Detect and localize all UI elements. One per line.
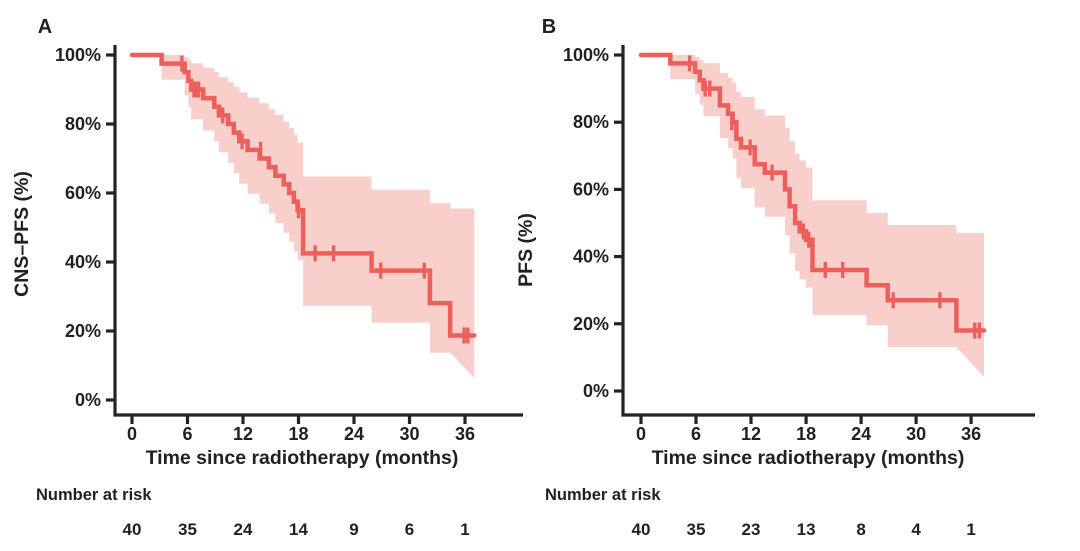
number-at-risk-label-a: Number at risk — [36, 486, 152, 504]
risk-count: 8 — [856, 520, 865, 539]
y-tick-label: 60% — [65, 183, 101, 203]
risk-count: 4 — [911, 520, 921, 539]
y-tick-label: 60% — [573, 179, 609, 199]
axes — [621, 45, 1035, 417]
x-tick-label: 18 — [796, 424, 816, 444]
y-tick-label: 20% — [573, 314, 609, 334]
y-tick-label: 40% — [65, 252, 101, 272]
number-at-risk-label-b: Number at risk — [545, 486, 661, 504]
x-tick-label: 6 — [182, 424, 192, 444]
panel-a-chart: 0% 20% 40% 60% 80% 100% 0 40 6 35 12 24 18 14 24 9 30 6 36… — [55, 45, 523, 539]
risk-count: 14 — [289, 520, 308, 539]
risk-count: 9 — [349, 520, 358, 539]
x-tick-label: 24 — [344, 424, 364, 444]
panel-b-letter: B — [542, 16, 556, 38]
y-axis-title-a: CNS–PFS (%) — [11, 171, 33, 297]
axes — [113, 45, 523, 417]
km-curve — [638, 52, 987, 333]
risk-count: 23 — [742, 520, 761, 539]
risk-count: 13 — [797, 520, 816, 539]
y-tick-label: 100% — [563, 45, 609, 65]
panel-b-chart: 0% 20% 40% 60% 80% 100% 0 40 6 35 12 23 18 13 24 8 30 4 36… — [563, 45, 1035, 539]
x-tick-label: 12 — [233, 424, 253, 444]
y-tick-label: 20% — [65, 321, 101, 341]
x-axis-title-b: Time since radiotherapy (months) — [652, 447, 965, 469]
x-tick-label: 6 — [691, 424, 701, 444]
x-tick-label: 12 — [741, 424, 761, 444]
x-tick-label: 36 — [961, 424, 981, 444]
x-tick-label: 0 — [636, 424, 646, 444]
x-tick-label: 30 — [906, 424, 926, 444]
x-tick-label: 24 — [851, 424, 871, 444]
y-tick-label: 100% — [55, 45, 101, 65]
confidence-band — [670, 55, 984, 377]
risk-count: 1 — [460, 520, 469, 539]
risk-count: 6 — [405, 520, 414, 539]
risk-count: 35 — [178, 520, 197, 539]
risk-count: 35 — [687, 520, 706, 539]
confidence-band — [161, 55, 475, 378]
risk-count: 40 — [632, 520, 651, 539]
y-tick-label: 40% — [573, 247, 609, 267]
y-tick-label: 0% — [583, 381, 609, 401]
risk-count: 24 — [234, 520, 253, 539]
km-curve — [129, 52, 477, 338]
x-tick-label: 36 — [455, 424, 475, 444]
y-axis-title-b: PFS (%) — [515, 213, 537, 287]
y-tick-label: 80% — [65, 114, 101, 134]
x-tick-label: 30 — [399, 424, 419, 444]
risk-count: 40 — [123, 520, 142, 539]
y-tick-label: 0% — [75, 390, 101, 410]
x-tick-label: 0 — [127, 424, 137, 444]
x-tick-label: 18 — [288, 424, 308, 444]
y-tick-label: 80% — [573, 112, 609, 132]
x-axis-title-a: Time since radiotherapy (months) — [146, 447, 459, 469]
panel-a-letter: A — [38, 16, 52, 38]
risk-count: 1 — [966, 520, 975, 539]
